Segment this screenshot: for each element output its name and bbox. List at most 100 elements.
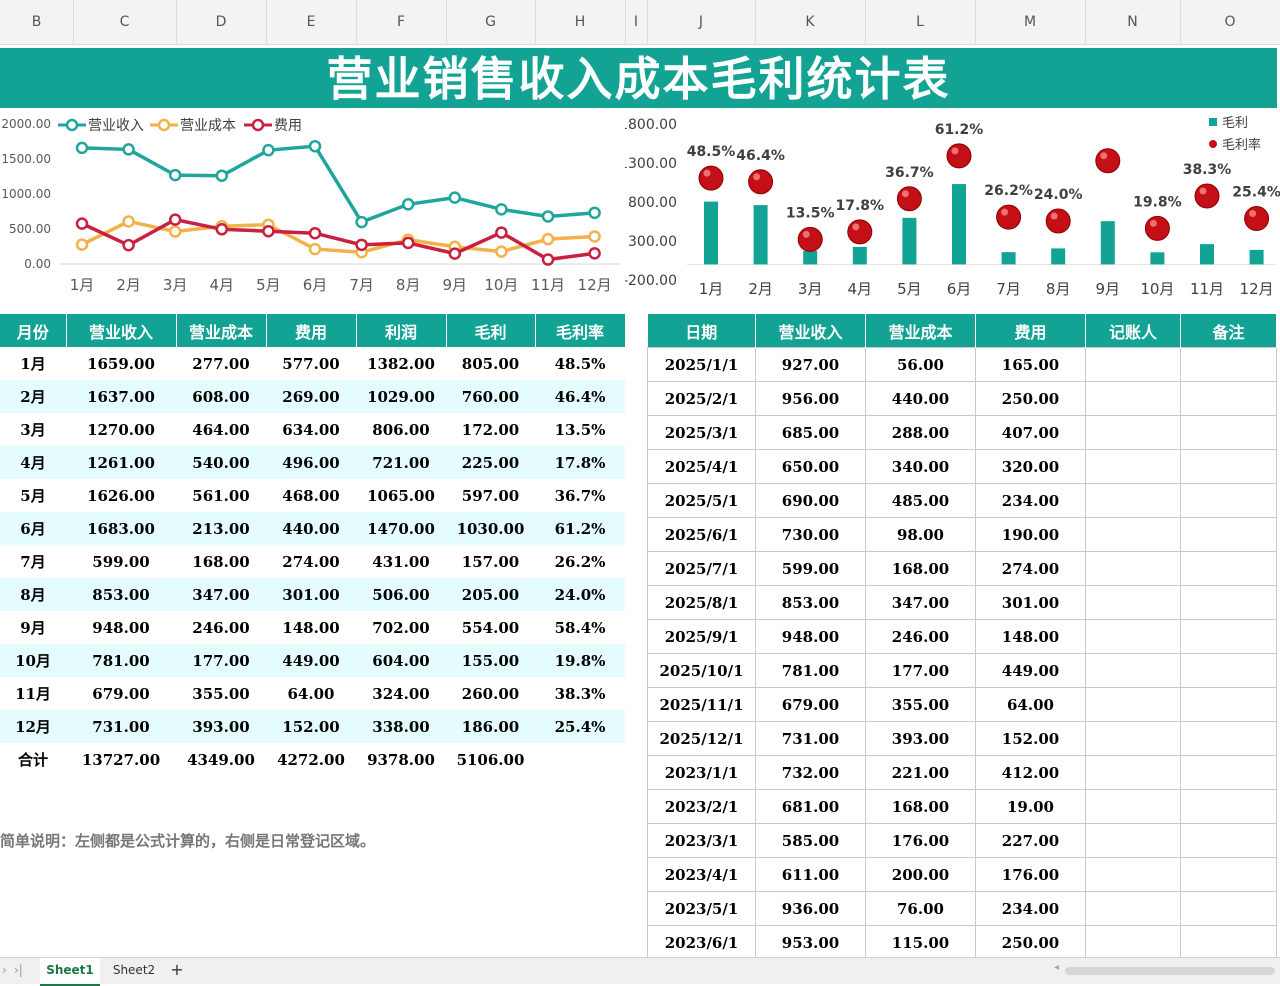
header-gross-margin[interactable]: 毛利率 <box>535 314 626 347</box>
cell-cost[interactable]: 246.00 <box>865 619 976 654</box>
cell-month[interactable]: 2月 <box>0 380 66 413</box>
cell-revenue[interactable]: 679.00 <box>92 684 150 703</box>
cell-revenue[interactable]: 953.00 <box>755 925 866 960</box>
cell-cost[interactable]: 355.00 <box>192 684 250 703</box>
header-cost[interactable]: 营业成本 <box>176 314 267 347</box>
cell-bookkeeper[interactable] <box>1085 381 1181 416</box>
cell-gross-margin[interactable]: 24.0% <box>535 578 625 611</box>
cell-profit[interactable]: 1382.00 <box>367 354 435 373</box>
column-header-f[interactable]: F <box>356 0 447 44</box>
column-header-m[interactable]: M <box>975 0 1086 44</box>
cell-bookkeeper[interactable] <box>1085 721 1181 756</box>
cell-bookkeeper[interactable] <box>1085 619 1181 654</box>
cell-expense[interactable]: 496.00 <box>266 446 356 479</box>
cell-remark[interactable] <box>1180 517 1277 552</box>
cell-remark[interactable] <box>1180 551 1277 586</box>
column-header-l[interactable]: L <box>865 0 976 44</box>
cell-cost[interactable]: 177.00 <box>176 644 266 677</box>
cell-date[interactable]: 2025/6/1 <box>647 517 756 552</box>
cell-expense[interactable]: 407.00 <box>975 415 1086 450</box>
header-revenue[interactable]: 营业收入 <box>66 314 177 347</box>
cell-gross-profit[interactable]: 1030.00 <box>446 512 535 545</box>
cell-gross-margin[interactable]: 25.4% <box>535 710 625 743</box>
cell-revenue[interactable]: 1270.00 <box>87 420 155 439</box>
cell-revenue[interactable]: 599.00 <box>755 551 866 586</box>
cell-cost[interactable]: 221.00 <box>865 755 976 790</box>
cell-profit[interactable]: 702.00 <box>372 618 430 637</box>
cell-month[interactable]: 7月 <box>20 553 46 571</box>
cell-gross-profit[interactable]: 805.00 <box>461 354 520 373</box>
cell-remark[interactable] <box>1180 653 1277 688</box>
cell-bookkeeper[interactable] <box>1085 347 1181 382</box>
cell-profit[interactable]: 1029.00 <box>356 380 446 413</box>
cell-cost[interactable]: 168.00 <box>865 551 976 586</box>
cell-gross-profit[interactable]: 155.00 <box>446 644 535 677</box>
cell-month[interactable]: 10月 <box>0 644 66 677</box>
cell-revenue[interactable]: 690.00 <box>755 483 866 518</box>
cell-expense[interactable]: 176.00 <box>975 857 1086 892</box>
cell-remark[interactable] <box>1180 449 1277 484</box>
cell-gross-margin[interactable]: 36.7% <box>554 486 606 505</box>
total-cost[interactable]: 4349.00 <box>187 750 255 769</box>
cell-expense[interactable]: 64.00 <box>975 687 1086 722</box>
cell-revenue[interactable]: 732.00 <box>755 755 866 790</box>
add-sheet-button[interactable]: + <box>170 960 184 979</box>
cell-profit[interactable]: 721.00 <box>356 446 446 479</box>
cell-revenue[interactable]: 1659.00 <box>87 354 155 373</box>
cell-cost[interactable]: 347.00 <box>865 585 976 620</box>
cell-cost[interactable]: 485.00 <box>865 483 976 518</box>
sheet-tab-sheet2[interactable]: Sheet2 <box>112 963 156 977</box>
column-header-k[interactable]: K <box>755 0 866 44</box>
header-month[interactable]: 月份 <box>0 314 67 347</box>
cell-date[interactable]: 2025/3/1 <box>647 415 756 450</box>
cell-expense[interactable]: 165.00 <box>975 347 1086 382</box>
cell-expense[interactable]: 412.00 <box>975 755 1086 790</box>
cell-gross-margin[interactable]: 38.3% <box>554 684 606 703</box>
cell-month[interactable]: 5月 <box>20 487 46 505</box>
cell-expense[interactable]: 449.00 <box>975 653 1086 688</box>
cell-date[interactable]: 2023/5/1 <box>647 891 756 926</box>
cell-cost[interactable]: 340.00 <box>865 449 976 484</box>
cell-expense[interactable]: 148.00 <box>282 618 340 637</box>
cell-cost[interactable]: 115.00 <box>865 925 976 960</box>
cell-month[interactable]: 11月 <box>15 685 51 703</box>
cell-date[interactable]: 2023/3/1 <box>647 823 756 858</box>
cell-expense[interactable]: 301.00 <box>266 578 356 611</box>
cell-date[interactable]: 2025/5/1 <box>647 483 756 518</box>
cell-gross-profit[interactable]: 554.00 <box>461 618 520 637</box>
note-text[interactable]: 简单说明：左侧都是公式计算的，右侧是日常登记区域。 <box>0 832 376 850</box>
cell-date[interactable]: 2023/1/1 <box>647 755 756 790</box>
cell-cost[interactable]: 540.00 <box>176 446 266 479</box>
cell-revenue[interactable]: 948.00 <box>92 618 150 637</box>
cell-bookkeeper[interactable] <box>1085 517 1181 552</box>
cell-expense[interactable]: 250.00 <box>975 925 1086 960</box>
cell-revenue[interactable]: 1261.00 <box>66 446 176 479</box>
cell-bookkeeper[interactable] <box>1085 823 1181 858</box>
cell-expense[interactable]: 634.00 <box>282 420 340 439</box>
header-bookkeeper[interactable]: 记账人 <box>1085 314 1181 348</box>
cell-cost[interactable]: 76.00 <box>865 891 976 926</box>
cell-cost[interactable]: 561.00 <box>192 486 250 505</box>
header-profit[interactable]: 利润 <box>356 314 447 347</box>
header-date[interactable]: 日期 <box>647 314 756 348</box>
cell-expense[interactable]: 320.00 <box>975 449 1086 484</box>
cell-gross-profit[interactable]: 260.00 <box>461 684 520 703</box>
cell-gross-profit[interactable]: 225.00 <box>446 446 535 479</box>
cell-expense[interactable]: 440.00 <box>266 512 356 545</box>
cell-revenue[interactable]: 599.00 <box>92 552 150 571</box>
cell-profit[interactable]: 1065.00 <box>367 486 435 505</box>
cell-revenue[interactable]: 731.00 <box>755 721 866 756</box>
cell-gross-profit[interactable]: 760.00 <box>446 380 535 413</box>
cell-gross-margin[interactable]: 13.5% <box>554 420 606 439</box>
header-expense[interactable]: 费用 <box>975 314 1086 348</box>
column-header-o[interactable]: O <box>1224 14 1236 30</box>
cell-cost[interactable]: 213.00 <box>176 512 266 545</box>
cell-revenue[interactable]: 927.00 <box>755 347 866 382</box>
cell-date[interactable]: 2025/12/1 <box>647 721 756 756</box>
cell-expense[interactable]: 250.00 <box>975 381 1086 416</box>
cell-bookkeeper[interactable] <box>1085 449 1181 484</box>
cell-expense[interactable]: 19.00 <box>975 789 1086 824</box>
total-month[interactable]: 合计 <box>17 751 48 769</box>
header-remark[interactable]: 备注 <box>1180 314 1277 348</box>
cell-date[interactable]: 2025/11/1 <box>647 687 756 722</box>
